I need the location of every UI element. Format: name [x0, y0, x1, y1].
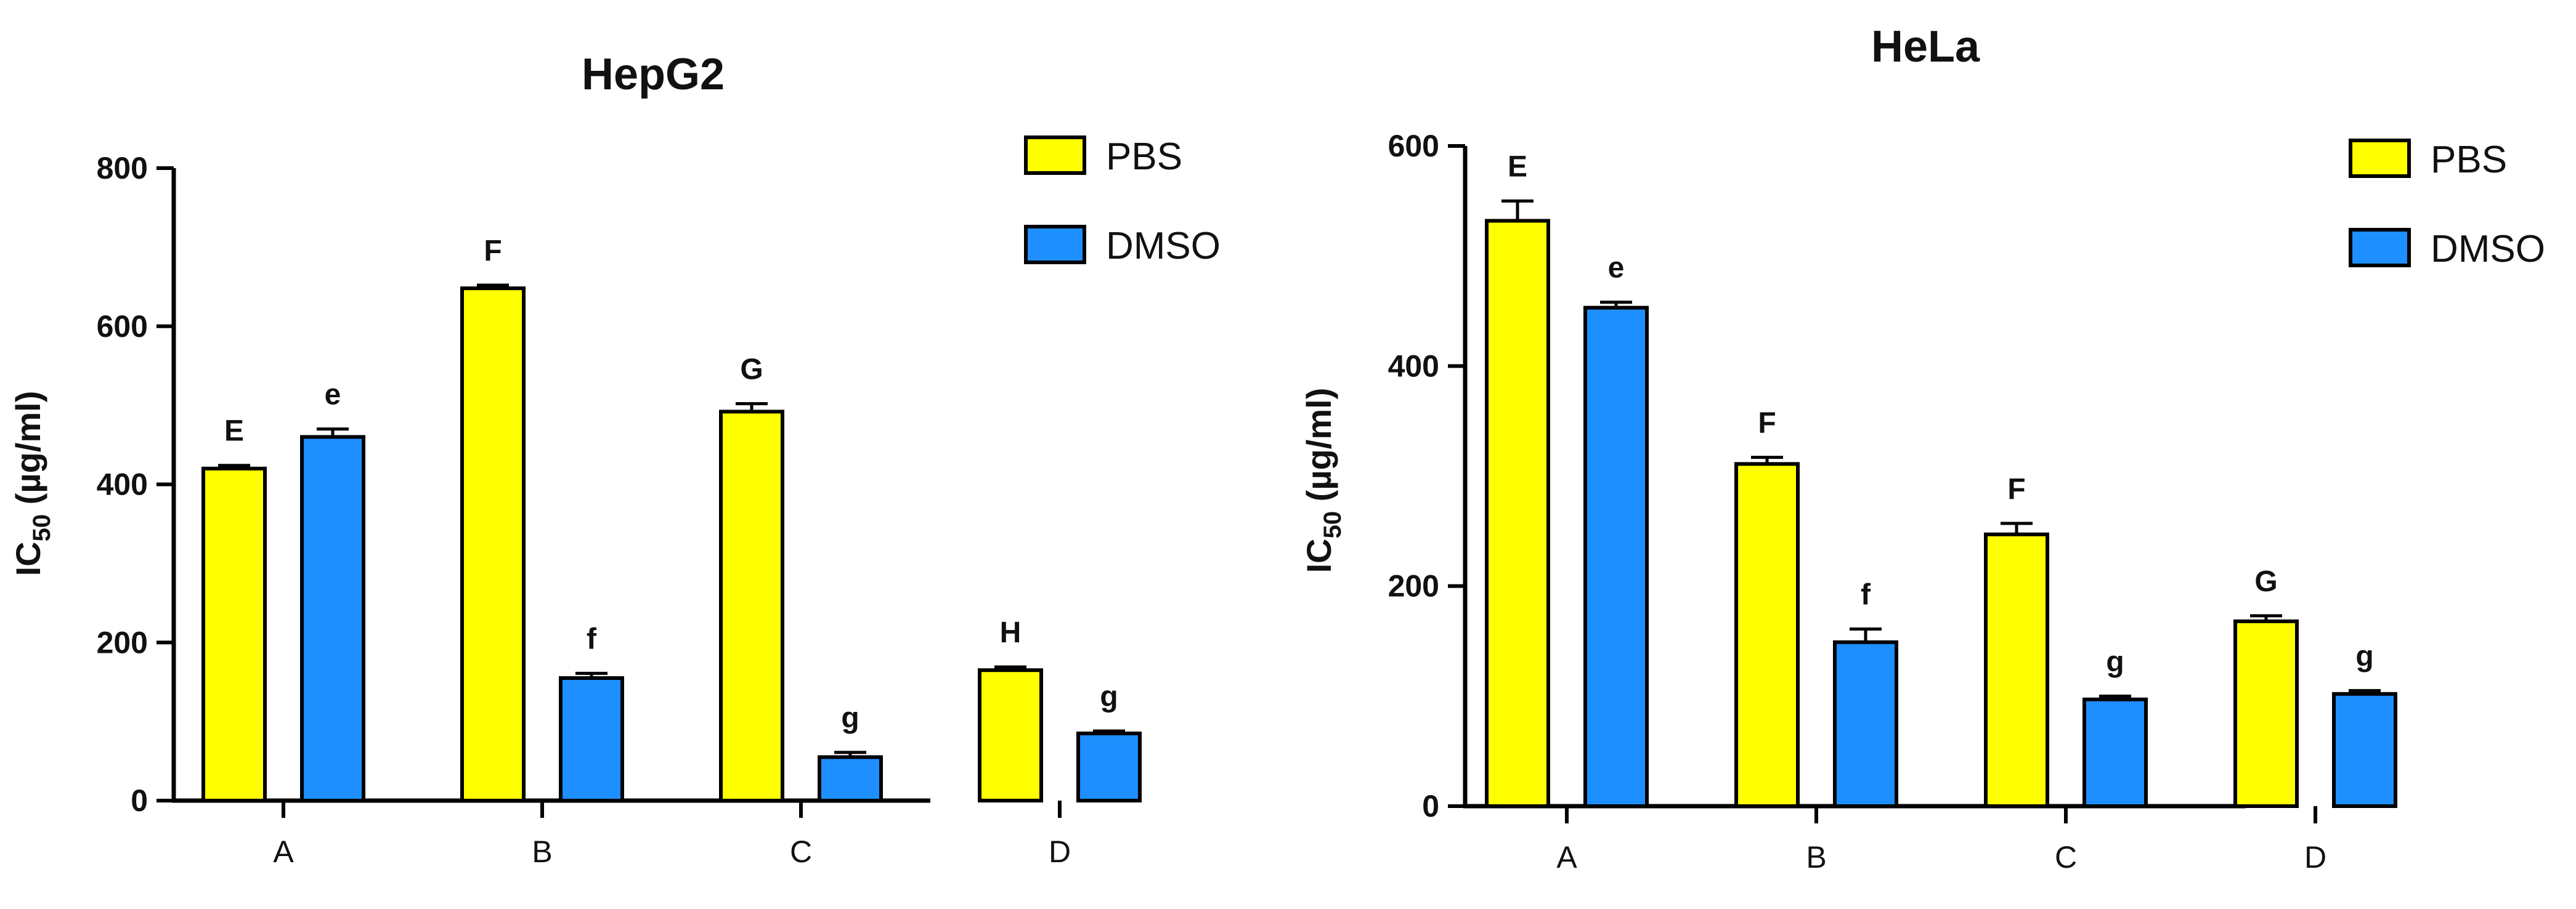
y-tick-label: 800 [97, 151, 148, 185]
legend-label-pbs: PBS [1106, 135, 1182, 178]
hela-chart: HeLa IC50 (µg/ml) 0 200 400 600 Ee A Ff B Fg C Gg D PB… [1299, 22, 2545, 875]
y-axis-label: IC50 (µg/ml) [1299, 388, 1346, 573]
bar-dmso-a [1583, 305, 1649, 808]
bar-pbs-c [719, 410, 784, 802]
bar-dmso-d [2332, 692, 2397, 809]
y-tick-label: 200 [97, 625, 148, 660]
significance-label: G [2254, 565, 2277, 598]
x-tick-label: A [273, 834, 294, 869]
hepg2-chart: HepG2 IC50 (µg/ml) 0 200 400 600 800 Ee A Ff B Gg C H… [9, 50, 1221, 869]
x-tick-label: A [1556, 840, 1577, 875]
y-tick-label: 0 [131, 783, 148, 818]
bar-dmso-c [818, 755, 883, 803]
y-tick-label: 600 [97, 309, 148, 344]
bar-pbs-c [1984, 532, 2049, 809]
bar-pbs-a [1485, 219, 1550, 808]
x-tick-label: C [790, 834, 812, 869]
significance-label: H [1000, 616, 1022, 649]
bar-pbs-d [2233, 619, 2299, 809]
legend-label-dmso: DMSO [2431, 228, 2545, 270]
x-tick-label: D [1049, 834, 1071, 869]
bar-dmso-a [300, 435, 365, 802]
significance-label: E [1508, 150, 1527, 183]
bar-dmso-b [559, 676, 624, 803]
x-tick-label: B [1806, 840, 1826, 875]
significance-label: F [484, 235, 502, 267]
significance-label: E [224, 415, 244, 448]
legend-swatch-pbs [2349, 139, 2411, 178]
chart-title: HepG2 [582, 50, 725, 99]
significance-label: f [1861, 578, 1871, 611]
bar-pbs-b [460, 286, 526, 802]
y-axis-label: IC50 (µg/ml) [9, 391, 55, 576]
bar-dmso-d [1076, 731, 1142, 802]
significance-label: g [1100, 681, 1118, 713]
x-tick-label: D [2304, 840, 2326, 875]
significance-label: e [1608, 252, 1625, 285]
bar-pbs-a [201, 466, 267, 802]
bar-pbs-d [978, 668, 1043, 803]
significance-label: g [841, 702, 859, 735]
legend-label-pbs: PBS [2431, 139, 2507, 181]
significance-label: g [2355, 640, 2373, 673]
significance-label: g [2106, 645, 2124, 678]
significance-label: e [325, 379, 341, 411]
bar-pbs-b [1734, 462, 1800, 808]
significance-label: G [740, 354, 763, 386]
y-tick-label: 0 [1422, 789, 1439, 823]
y-tick-label: 400 [97, 467, 148, 502]
chart-title: HeLa [1871, 22, 1980, 71]
x-tick-label: B [532, 834, 552, 869]
y-tick-label: 600 [1388, 129, 1439, 163]
legend-swatch-dmso [1024, 225, 1086, 264]
legend-swatch-dmso [2349, 228, 2411, 267]
bar-dmso-c [2082, 697, 2148, 809]
significance-label: F [1758, 407, 1776, 440]
y-tick-label: 200 [1388, 569, 1439, 604]
significance-label: f [587, 623, 597, 655]
legend-label-dmso: DMSO [1106, 225, 1221, 267]
legend-swatch-pbs [1024, 135, 1086, 175]
bar-dmso-b [1833, 640, 1898, 808]
significance-label: F [2007, 473, 2025, 506]
y-tick-label: 400 [1388, 349, 1439, 383]
x-tick-label: C [2055, 840, 2077, 875]
